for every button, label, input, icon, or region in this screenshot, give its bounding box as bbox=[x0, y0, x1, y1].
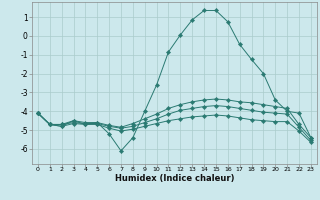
X-axis label: Humidex (Indice chaleur): Humidex (Indice chaleur) bbox=[115, 174, 234, 183]
